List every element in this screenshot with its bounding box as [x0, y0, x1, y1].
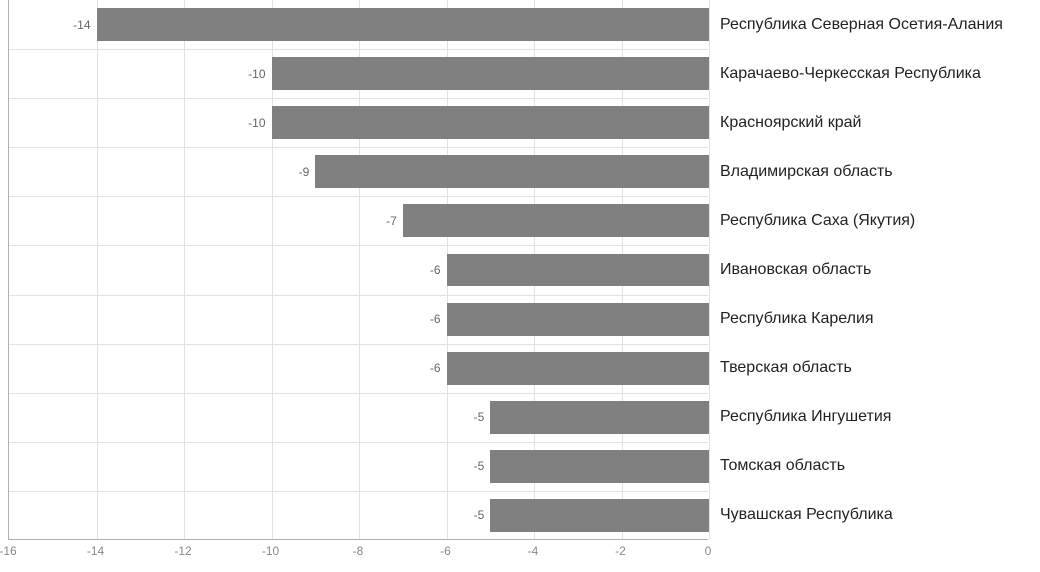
category-label: Республика Ингушетия: [720, 408, 891, 426]
bar-value-label: -6: [430, 263, 447, 277]
bar: [315, 155, 709, 188]
bar: [490, 450, 709, 483]
bar-value-label: -5: [474, 508, 491, 522]
bar-row: -10: [9, 49, 708, 98]
bar-row: -6: [9, 344, 708, 393]
bar: [272, 57, 710, 90]
x-tick-label: -12: [174, 544, 191, 558]
plot-column: -14 -10 -10 -9 -7 -6 -6 -6 -5 -5 -5 -16 -14 -12 -10 -8…: [0, 0, 708, 572]
bar-value-label: -10: [248, 116, 271, 130]
x-tick-label: -10: [262, 544, 279, 558]
category-label: Чувашская Республика: [720, 506, 893, 524]
bar-value-label: -6: [430, 361, 447, 375]
bar: [447, 352, 710, 385]
bar: [447, 254, 710, 287]
bar-value-label: -14: [73, 18, 96, 32]
bar-row: -6: [9, 245, 708, 294]
bar-row: -14: [9, 0, 708, 49]
category-label: Владимирская область: [720, 163, 893, 181]
bar: [447, 303, 710, 336]
horizontal-bar-chart: -14 -10 -10 -9 -7 -6 -6 -6 -5 -5 -5 -16 -14 -12 -10 -8…: [0, 0, 1040, 572]
bar-row: -6: [9, 295, 708, 344]
category-label: Карачаево-Черкесская Республика: [720, 65, 981, 83]
category-label: Республика Карелия: [720, 310, 874, 328]
x-tick-label: -16: [0, 544, 17, 558]
bar-value-label: -6: [430, 312, 447, 326]
x-tick-label: -14: [87, 544, 104, 558]
category-label: Красноярский край: [720, 114, 861, 132]
plot-area: -14 -10 -10 -9 -7 -6 -6 -6 -5 -5 -5: [8, 0, 708, 540]
category-label: Республика Саха (Якутия): [720, 212, 915, 230]
x-tick-label: -8: [353, 544, 364, 558]
x-axis: -16-14-12-10-8-6-4-20: [8, 540, 708, 562]
bar: [490, 499, 709, 532]
x-tick-label: -6: [440, 544, 451, 558]
category-label: Томская область: [720, 457, 845, 475]
category-labels-column: Республика Северная Осетия-Алания Карачае…: [708, 0, 1040, 572]
bar-row: -5: [9, 442, 708, 491]
bar: [97, 8, 710, 41]
bar-row: -5: [9, 393, 708, 442]
bar-row: -10: [9, 98, 708, 147]
bar-value-label: -5: [474, 410, 491, 424]
bar-row: -5: [9, 491, 708, 540]
category-label: Тверская область: [720, 359, 852, 377]
bar-value-label: -9: [299, 165, 316, 179]
bar: [272, 106, 710, 139]
category-label: Ивановская область: [720, 261, 871, 279]
x-tick-label: -4: [528, 544, 539, 558]
bar: [490, 401, 709, 434]
bar-value-label: -10: [248, 67, 271, 81]
bar: [403, 204, 709, 237]
bar-value-label: -7: [386, 214, 403, 228]
bar-row: -9: [9, 147, 708, 196]
bar-value-label: -5: [474, 459, 491, 473]
bar-row: -7: [9, 196, 708, 245]
x-tick-label: -2: [615, 544, 626, 558]
category-label: Республика Северная Осетия-Алания: [720, 16, 1003, 34]
